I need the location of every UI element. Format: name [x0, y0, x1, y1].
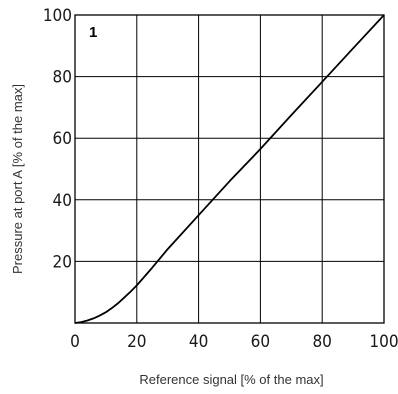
tick-labels: 0 20 40 60 80 100 20 40 60 80 100 [43, 6, 398, 352]
x-tick-label: 60 [251, 332, 270, 352]
x-tick-label: 100 [369, 332, 398, 352]
y-tick-label: 40 [53, 191, 72, 211]
x-tick-label: 80 [312, 332, 331, 352]
y-tick-label: 100 [43, 6, 72, 26]
y-axis-label: Pressure at port A [% of the max] [10, 84, 25, 274]
plot-frame [74, 14, 385, 324]
grid [75, 15, 384, 323]
panel-label: 1 [89, 24, 97, 41]
y-tick-label: 20 [53, 252, 72, 272]
x-tick-label: 40 [189, 332, 208, 352]
series-line [74, 14, 385, 324]
series-layer [74, 14, 385, 324]
x-tick-label: 20 [127, 332, 146, 352]
x-axis-label: Reference signal [% of the max] [139, 372, 323, 387]
y-tick-label: 80 [53, 68, 72, 88]
x-tick-label: 0 [70, 332, 80, 352]
y-tick-label: 60 [53, 129, 72, 149]
